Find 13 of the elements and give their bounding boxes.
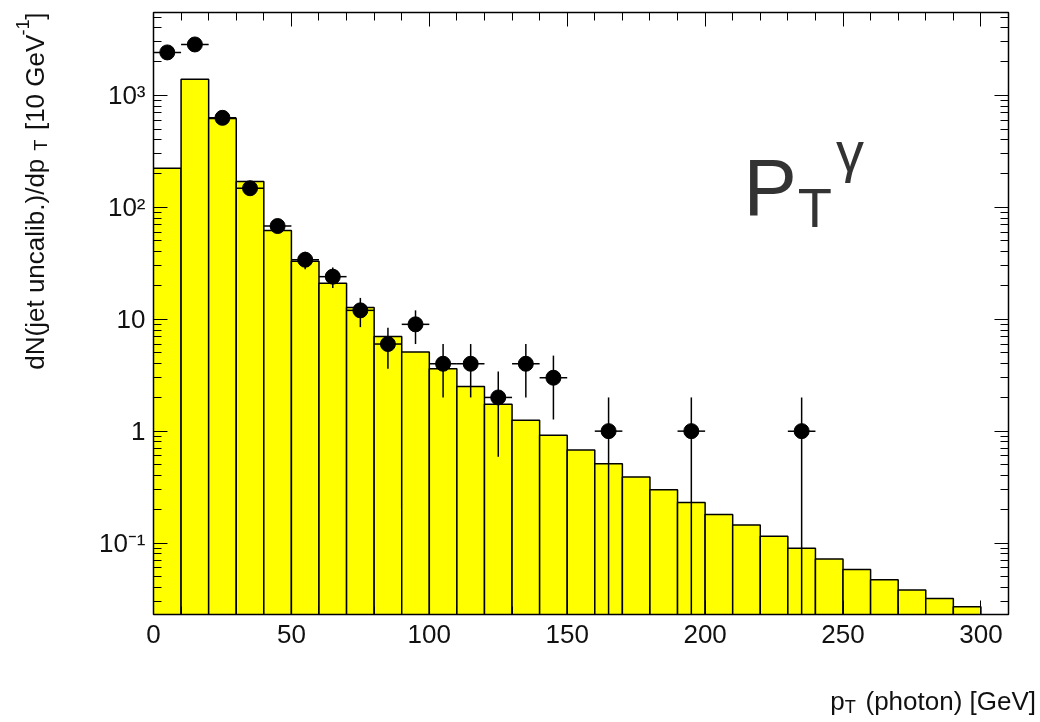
x-tick-label: 200 [683, 618, 727, 649]
y-axis-title: dN(jet uncalib.)/dpT [10 GeV-1] [13, 12, 51, 370]
x-tick-label: 50 [276, 618, 306, 649]
x-tick-label: 100 [407, 618, 452, 649]
y-tick-label: 10⁻¹ [98, 528, 146, 559]
y-tick-label: 1 [131, 416, 146, 447]
y-tick-label: 10² [107, 192, 146, 223]
y-tick-label: 10³ [107, 80, 146, 111]
x-tick-label: 150 [545, 618, 589, 649]
x-tick-label: 0 [146, 618, 161, 649]
y-tick-label: 10 [116, 304, 146, 335]
x-tick-label: 300 [959, 618, 1003, 649]
x-tick-label: 250 [821, 618, 865, 649]
